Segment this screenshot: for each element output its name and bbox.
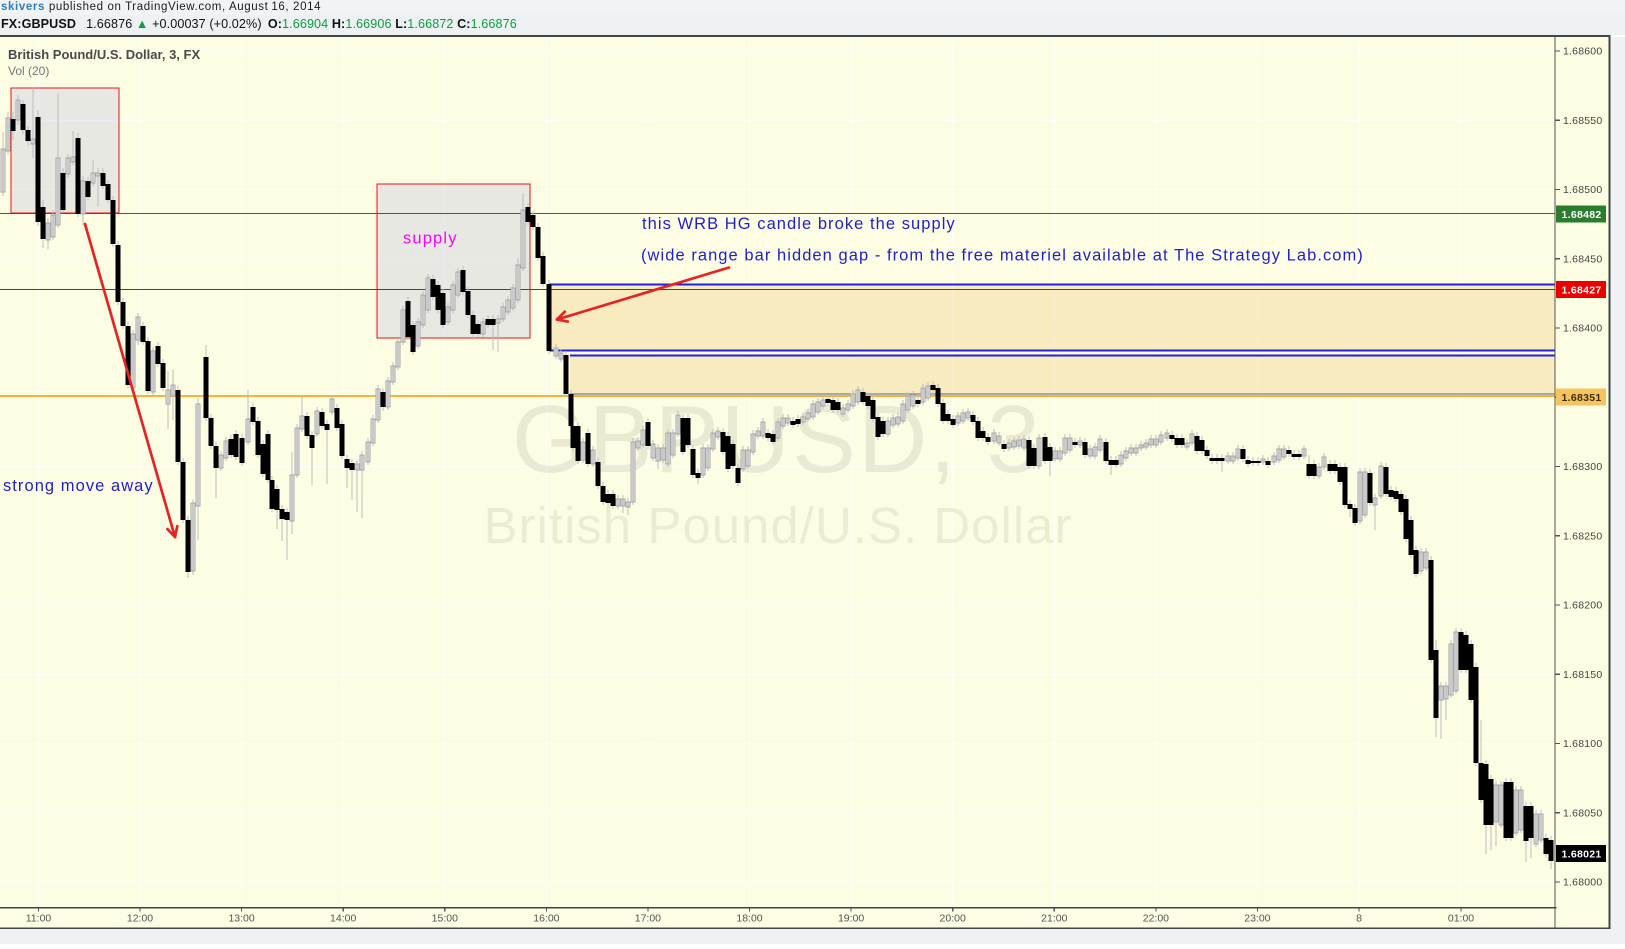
svg-text:8: 8 bbox=[1356, 913, 1362, 925]
svg-text:British Pound/U.S. Dollar, 3,: British Pound/U.S. Dollar, 3, FX bbox=[8, 47, 200, 62]
svg-text:1.68100: 1.68100 bbox=[1563, 738, 1602, 750]
svg-text:18:00: 18:00 bbox=[736, 913, 762, 925]
svg-text:skivers published on TradingVi: skivers published on TradingView.com, Au… bbox=[1, 1, 321, 13]
svg-text:21:00: 21:00 bbox=[1041, 913, 1067, 925]
svg-text:(wide range bar hidden gap - f: (wide range bar hidden gap - from the fr… bbox=[641, 247, 1364, 265]
svg-text:1.68050: 1.68050 bbox=[1563, 807, 1602, 819]
svg-text:1.68450: 1.68450 bbox=[1563, 253, 1602, 265]
svg-text:11:00: 11:00 bbox=[26, 913, 52, 925]
svg-text:22:00: 22:00 bbox=[1143, 913, 1169, 925]
svg-text:1.68400: 1.68400 bbox=[1563, 323, 1602, 335]
svg-text:14:00: 14:00 bbox=[330, 913, 356, 925]
svg-text:1.68500: 1.68500 bbox=[1563, 184, 1602, 196]
svg-text:strong move away: strong move away bbox=[3, 477, 154, 495]
svg-text:FX:GBPUSD 1.66876 ▲ +0.00037: FX:GBPUSD 1.66876 ▲ +0.00037 (+0.02%) O:… bbox=[1, 17, 517, 31]
svg-text:01:00: 01:00 bbox=[1448, 913, 1474, 925]
svg-text:1.68600: 1.68600 bbox=[1563, 46, 1602, 58]
svg-text:13:00: 13:00 bbox=[228, 913, 254, 925]
svg-text:1.68200: 1.68200 bbox=[1563, 600, 1602, 612]
svg-text:1.68482: 1.68482 bbox=[1562, 209, 1602, 221]
svg-text:1.68250: 1.68250 bbox=[1563, 530, 1602, 542]
svg-text:12:00: 12:00 bbox=[127, 913, 153, 925]
svg-text:1.68000: 1.68000 bbox=[1563, 877, 1602, 889]
svg-text:1.68427: 1.68427 bbox=[1562, 284, 1602, 296]
svg-text:23:00: 23:00 bbox=[1244, 913, 1270, 925]
svg-text:1.68300: 1.68300 bbox=[1563, 461, 1602, 473]
svg-text:20:00: 20:00 bbox=[940, 913, 966, 925]
svg-text:1.68021: 1.68021 bbox=[1562, 848, 1602, 860]
svg-text:British Pound/U.S. Dollar: British Pound/U.S. Dollar bbox=[483, 497, 1072, 554]
svg-text:1.68150: 1.68150 bbox=[1563, 669, 1602, 681]
svg-text:Vol (20): Vol (20) bbox=[8, 64, 49, 78]
svg-text:16:00: 16:00 bbox=[533, 913, 559, 925]
svg-text:15:00: 15:00 bbox=[432, 913, 458, 925]
svg-text:1.68351: 1.68351 bbox=[1562, 392, 1602, 404]
svg-text:19:00: 19:00 bbox=[838, 913, 864, 925]
svg-text:this WRB HG candle broke the s: this WRB HG candle broke the supply bbox=[642, 215, 956, 233]
svg-text:1.68550: 1.68550 bbox=[1563, 115, 1602, 127]
svg-text:17:00: 17:00 bbox=[635, 913, 661, 925]
svg-text:supply: supply bbox=[403, 230, 458, 248]
svg-text:GBPUSD, 3: GBPUSD, 3 bbox=[512, 386, 1042, 493]
